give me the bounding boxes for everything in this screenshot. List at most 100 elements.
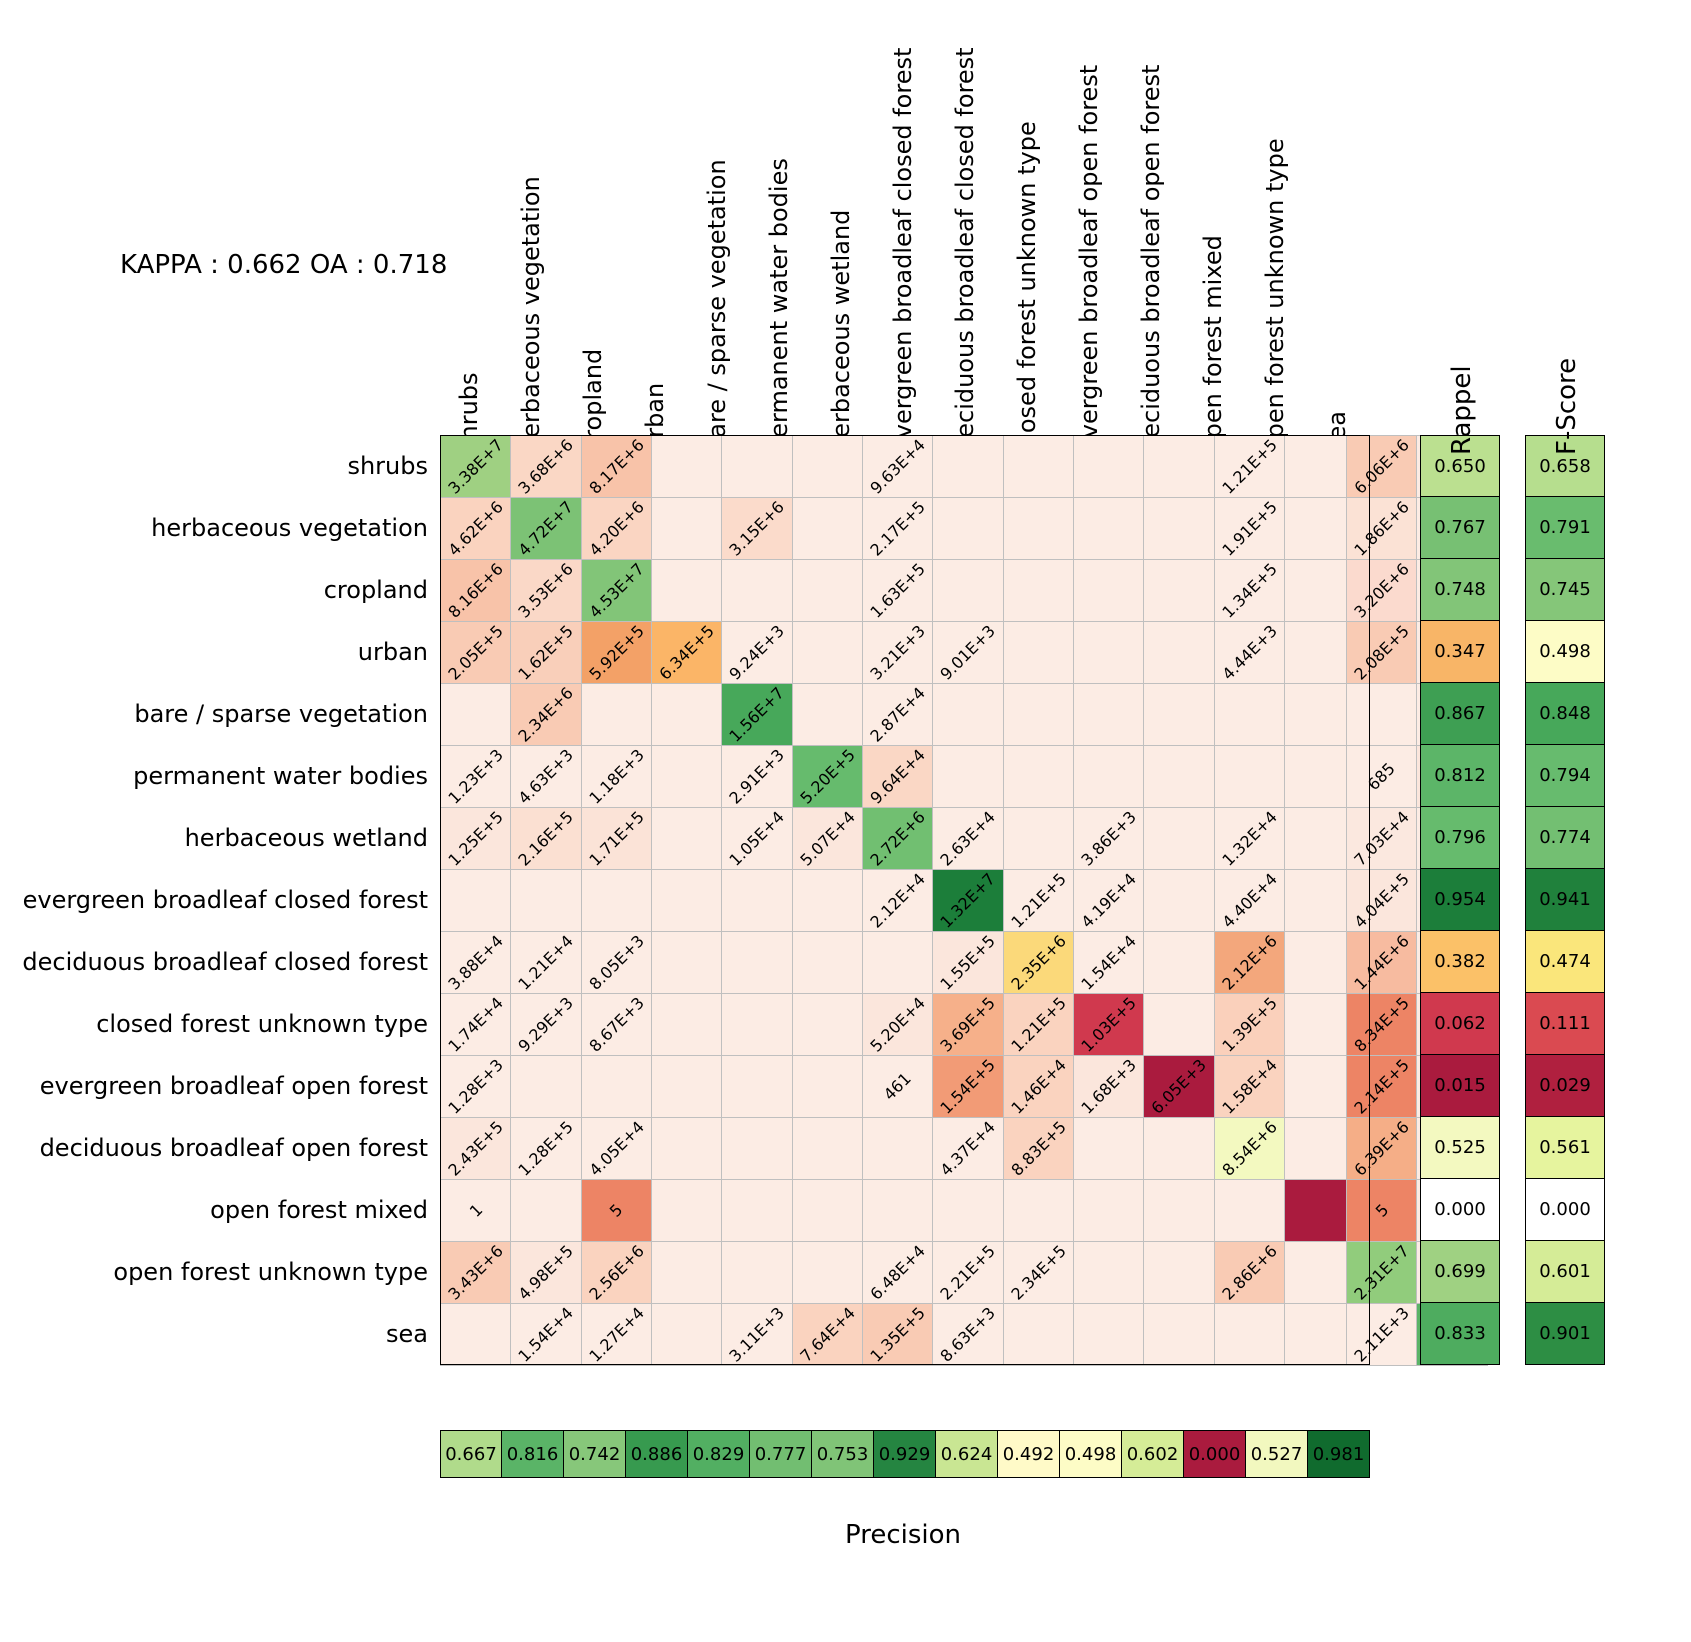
matrix-cell: 1.74E+4	[441, 994, 511, 1056]
rappel-cell: 0.812	[1420, 745, 1500, 807]
column-label: open forest unknown type	[1261, 138, 1289, 453]
fscore-cell: 0.601	[1525, 1241, 1605, 1303]
matrix-cell: 5.20E+4	[862, 994, 932, 1056]
matrix-cell	[441, 684, 511, 746]
matrix-cell	[1144, 622, 1214, 684]
cell-value: 1.56E+7	[726, 683, 788, 745]
matrix-cell	[1284, 808, 1346, 870]
matrix-cell	[1073, 498, 1143, 560]
cell-value: 9.01E+3	[937, 621, 999, 683]
cell-value: 2.87E+4	[866, 683, 928, 745]
rappel-cell: 0.699	[1420, 1241, 1500, 1303]
precision-cell: 0.829	[688, 1430, 750, 1478]
cell-value: 4.05E+4	[585, 1117, 647, 1179]
matrix-cell: 1.86E+6	[1346, 498, 1416, 560]
fscore-cell: 0.794	[1525, 745, 1605, 807]
column-label: bare / sparse vegetation	[703, 159, 731, 453]
matrix-cell	[1003, 560, 1073, 622]
matrix-cell: 4.04E+5	[1346, 870, 1416, 932]
cell-value: 2.86E+6	[1218, 1241, 1280, 1303]
cell-value: 2.91E+3	[726, 745, 788, 807]
matrix-cell: 1.21E+5	[1003, 870, 1073, 932]
matrix-cell: 5.07E+4	[792, 808, 862, 870]
matrix-cell: 7.64E+4	[792, 1304, 862, 1366]
matrix-cell: 3.68E+6	[511, 436, 581, 498]
matrix-cell	[651, 994, 721, 1056]
matrix-cell	[722, 1118, 792, 1180]
cell-value: 1.58E+4	[1218, 1055, 1280, 1117]
cell-value: 1.03E+5	[1077, 993, 1139, 1055]
matrix-cell	[862, 932, 932, 994]
cell-value: 6.39E+6	[1350, 1117, 1412, 1179]
matrix-cell	[651, 746, 721, 808]
matrix-cell	[651, 1056, 721, 1118]
cell-value: 1.32E+7	[937, 869, 999, 931]
cell-value: 7.03E+4	[1350, 807, 1412, 869]
row-label: herbaceous vegetation	[151, 514, 428, 542]
matrix-cell	[792, 1056, 862, 1118]
fscore-cell: 0.111	[1525, 993, 1605, 1055]
fscore-column: 0.6580.7910.7450.4980.8480.7940.7740.941…	[1525, 435, 1605, 1365]
cell-value: 2.05E+5	[444, 621, 506, 683]
cell-value: 1.55E+5	[937, 931, 999, 993]
matrix-cell: 1.23E+3	[441, 746, 511, 808]
matrix-cell	[792, 1242, 862, 1304]
cell-value: 3.86E+3	[1077, 807, 1139, 869]
cell-value: 2.31E+7	[1350, 1241, 1412, 1303]
matrix-cell: 8.05E+3	[581, 932, 651, 994]
cell-value: 1.71E+5	[585, 807, 647, 869]
matrix-cell: 8.16E+6	[441, 560, 511, 622]
column-label: herbaceous vegetation	[517, 176, 545, 453]
cell-value: 8.63E+3	[937, 1303, 999, 1365]
matrix-cell	[511, 1180, 581, 1242]
matrix-cell: 8.54E+6	[1214, 1118, 1284, 1180]
matrix-cell: 4.40E+4	[1214, 870, 1284, 932]
matrix-cell: 461	[862, 1056, 932, 1118]
matrix-cell	[1284, 560, 1346, 622]
cell-value: 9.64E+4	[866, 745, 928, 807]
cell-value: 8.16E+6	[444, 559, 506, 621]
matrix-cell	[511, 1056, 581, 1118]
matrix-cell: 4.20E+6	[581, 498, 651, 560]
matrix-cell: 8.17E+6	[581, 436, 651, 498]
fscore-cell: 0.745	[1525, 559, 1605, 621]
fscore-cell: 0.791	[1525, 497, 1605, 559]
matrix-cell	[1073, 436, 1143, 498]
matrix-cell: 2.16E+5	[511, 808, 581, 870]
matrix-cell: 1.68E+3	[1073, 1056, 1143, 1118]
matrix-cell: 2.43E+5	[441, 1118, 511, 1180]
matrix-cell	[1284, 1242, 1346, 1304]
matrix-cell: 3.38E+7	[441, 436, 511, 498]
cell-value: 3.38E+7	[444, 435, 506, 497]
matrix-cell	[722, 1242, 792, 1304]
matrix-cell	[1144, 560, 1214, 622]
matrix-cell	[722, 1056, 792, 1118]
cell-value: 4.40E+4	[1218, 869, 1280, 931]
cell-value: 1.68E+3	[1077, 1055, 1139, 1117]
matrix-cell: 4.98E+5	[511, 1242, 581, 1304]
matrix-cell: 1.18E+3	[581, 746, 651, 808]
matrix-cell	[722, 932, 792, 994]
matrix-cell: 1.21E+5	[1003, 994, 1073, 1056]
row-label: sea	[386, 1320, 428, 1348]
cell-value: 1.54E+5	[937, 1055, 999, 1117]
cell-value: 1.34E+5	[1218, 559, 1280, 621]
column-label: closed forest unknown type	[1013, 121, 1041, 453]
matrix-cell: 3.15E+6	[722, 498, 792, 560]
precision-cell: 0.929	[874, 1430, 936, 1478]
cell-value: 685	[1364, 759, 1399, 794]
precision-cell: 0.742	[564, 1430, 626, 1478]
cell-value: 2.12E+4	[866, 869, 928, 931]
matrix-cell	[651, 1304, 721, 1366]
row-label: evergreen broadleaf closed forest	[23, 886, 428, 914]
matrix-cell	[1073, 1304, 1143, 1366]
cell-value: 1.86E+6	[1350, 497, 1412, 559]
precision-cell: 0.000	[1184, 1430, 1246, 1478]
cell-value: 8.05E+3	[585, 931, 647, 993]
cell-value: 4.37E+4	[937, 1117, 999, 1179]
row-label: evergreen broadleaf open forest	[40, 1072, 428, 1100]
cell-value: 1.18E+3	[585, 745, 647, 807]
matrix-cell: 4.63E+3	[511, 746, 581, 808]
matrix-cell: 1.32E+7	[933, 870, 1003, 932]
matrix-cell: 2.87E+4	[862, 684, 932, 746]
